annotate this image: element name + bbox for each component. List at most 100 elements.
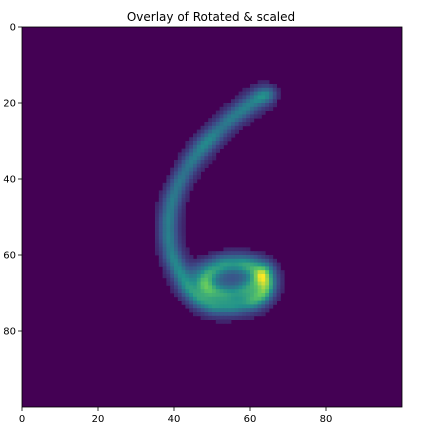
heatmap-cell	[254, 293, 258, 297]
y-tick-label: 0	[10, 23, 16, 34]
heatmap-cell	[208, 316, 212, 320]
heatmap-cell	[197, 297, 201, 301]
heatmap-cell	[174, 164, 178, 168]
heatmap-cell	[163, 266, 167, 270]
heatmap-cell	[246, 259, 250, 263]
heatmap-cell	[185, 301, 189, 305]
heatmap-cell	[239, 126, 243, 130]
heatmap-cell	[239, 266, 243, 270]
heatmap-cell	[231, 285, 235, 289]
heatmap-cell	[174, 228, 178, 232]
heatmap-cell	[185, 183, 189, 187]
heatmap-cell	[269, 301, 273, 305]
heatmap-cell	[235, 270, 239, 274]
heatmap-cell	[261, 95, 265, 99]
heatmap-cell	[269, 84, 273, 88]
heatmap-cell	[231, 274, 235, 278]
heatmap-cell	[185, 194, 189, 198]
heatmap-cell	[159, 198, 163, 202]
heatmap-cell	[258, 270, 262, 274]
heatmap-cell	[208, 259, 212, 263]
heatmap-cell	[227, 297, 231, 301]
heatmap-cell	[246, 122, 250, 126]
heatmap-cell	[250, 266, 254, 270]
heatmap-cell	[216, 282, 220, 286]
heatmap-cell	[208, 137, 212, 141]
heatmap-cell	[220, 270, 224, 274]
heatmap-cell	[227, 255, 231, 259]
heatmap-cell	[280, 289, 284, 293]
y-tick-label: 20	[3, 99, 16, 110]
heatmap-cell	[178, 228, 182, 232]
heatmap-cell	[258, 312, 262, 316]
heatmap-cell	[216, 301, 220, 305]
heatmap-cell	[277, 95, 281, 99]
heatmap-cell	[159, 225, 163, 229]
heatmap-cell	[201, 278, 205, 282]
heatmap-cell	[189, 301, 193, 305]
heatmap-cell	[197, 282, 201, 286]
heatmap-cell	[208, 308, 212, 312]
y-tick-label: 40	[3, 175, 16, 186]
heatmap-cell	[273, 263, 277, 267]
heatmap-cell	[239, 122, 243, 126]
heatmap-cell	[269, 270, 273, 274]
heatmap-cell	[261, 297, 265, 301]
heatmap-cell	[193, 152, 197, 156]
heatmap-cell	[223, 278, 227, 282]
heatmap-cell	[254, 103, 258, 107]
heatmap-cell	[231, 278, 235, 282]
heatmap-cell	[201, 168, 205, 172]
heatmap-cell	[212, 122, 216, 126]
heatmap-cell	[197, 293, 201, 297]
heatmap-cell	[235, 103, 239, 107]
heatmap-cell	[174, 293, 178, 297]
heatmap-cell	[174, 282, 178, 286]
heatmap-cell	[166, 247, 170, 251]
heatmap-cell	[201, 255, 205, 259]
heatmap-cell	[220, 133, 224, 137]
heatmap-cell	[182, 175, 186, 179]
heatmap-cell	[220, 266, 224, 270]
heatmap-cell	[223, 289, 227, 293]
heatmap-cell	[166, 209, 170, 213]
heatmap-cell	[170, 209, 174, 213]
heatmap-cell	[208, 297, 212, 301]
heatmap-cell	[189, 304, 193, 308]
heatmap-cell	[208, 126, 212, 130]
heatmap-cell	[212, 149, 216, 153]
heatmap-cell	[193, 270, 197, 274]
heatmap-cell	[280, 270, 284, 274]
heatmap-cell	[239, 312, 243, 316]
heatmap-cell	[193, 137, 197, 141]
heatmap-cell	[201, 130, 205, 134]
heatmap-cell	[227, 111, 231, 115]
heatmap-cell	[174, 179, 178, 183]
heatmap-cell	[235, 263, 239, 267]
heatmap-cell	[208, 133, 212, 137]
heatmap-cell	[189, 263, 193, 267]
heatmap-cell	[250, 312, 254, 316]
x-tick-label: 60	[244, 414, 257, 425]
heatmap-cell	[242, 118, 246, 122]
heatmap-cell	[174, 206, 178, 210]
heatmap-cell	[193, 282, 197, 286]
heatmap-cell	[185, 198, 189, 202]
heatmap-cell	[265, 297, 269, 301]
heatmap-cell	[254, 88, 258, 92]
heatmap-cell	[258, 88, 262, 92]
heatmap-cell	[235, 312, 239, 316]
heatmap-cell	[258, 274, 262, 278]
heatmap-cell	[242, 92, 246, 96]
heatmap-cell	[189, 168, 193, 172]
heatmap-cell	[220, 282, 224, 286]
heatmap-cell	[182, 255, 186, 259]
heatmap-cell	[223, 111, 227, 115]
heatmap-cell	[258, 103, 262, 107]
heatmap-cell	[182, 263, 186, 267]
heatmap-cell	[239, 103, 243, 107]
heatmap-cell	[227, 122, 231, 126]
heatmap-cell	[166, 206, 170, 210]
heatmap-cell	[254, 289, 258, 293]
